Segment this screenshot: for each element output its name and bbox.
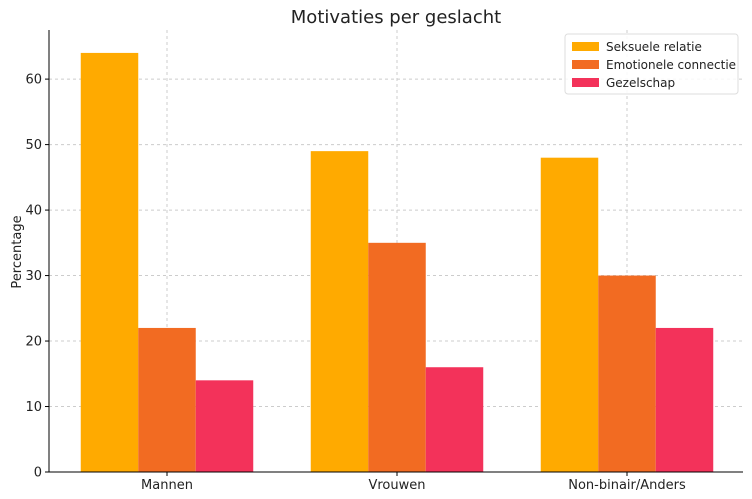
- y-tick-label: 10: [25, 400, 42, 415]
- bar: [80, 52, 139, 472]
- legend: Seksuele relatie Emotionele connectie Geze…: [564, 33, 739, 95]
- legend-label: Emotionele connectie: [606, 58, 736, 72]
- y-tick-label: 20: [25, 335, 42, 350]
- x-tick-label: Vrouwen: [368, 478, 425, 493]
- y-tick-label: 60: [25, 73, 42, 88]
- legend-swatch: [572, 42, 599, 51]
- bar: [195, 380, 254, 472]
- legend-frame: [564, 33, 739, 95]
- legend-swatch: [572, 60, 599, 69]
- bar: [368, 242, 426, 472]
- y-tick-label: 30: [25, 269, 42, 284]
- x-tick-label: Mannen: [141, 478, 193, 493]
- axes-layer: 0 10 20 30 40 50 60 Mannen Vrouwen Non-binair/And…: [25, 30, 743, 493]
- bars-layer: [80, 52, 714, 472]
- y-axis-label: Percentage: [10, 215, 25, 288]
- legend-swatch: [572, 78, 599, 87]
- bar: [655, 327, 714, 472]
- legend-label: Gezelschap: [606, 76, 675, 90]
- y-tick-label: 40: [25, 204, 42, 219]
- bar: [598, 275, 656, 472]
- bar: [540, 157, 599, 472]
- legend-label: Seksuele relatie: [606, 40, 702, 54]
- bar: [310, 151, 369, 472]
- bar: [425, 367, 484, 472]
- bar: [138, 327, 196, 472]
- chart-title: Motivaties per geslacht: [291, 7, 501, 28]
- y-tick-label: 50: [25, 138, 42, 153]
- x-tick-label: Non-binair/Anders: [568, 478, 686, 493]
- y-tick-label: 0: [34, 466, 42, 481]
